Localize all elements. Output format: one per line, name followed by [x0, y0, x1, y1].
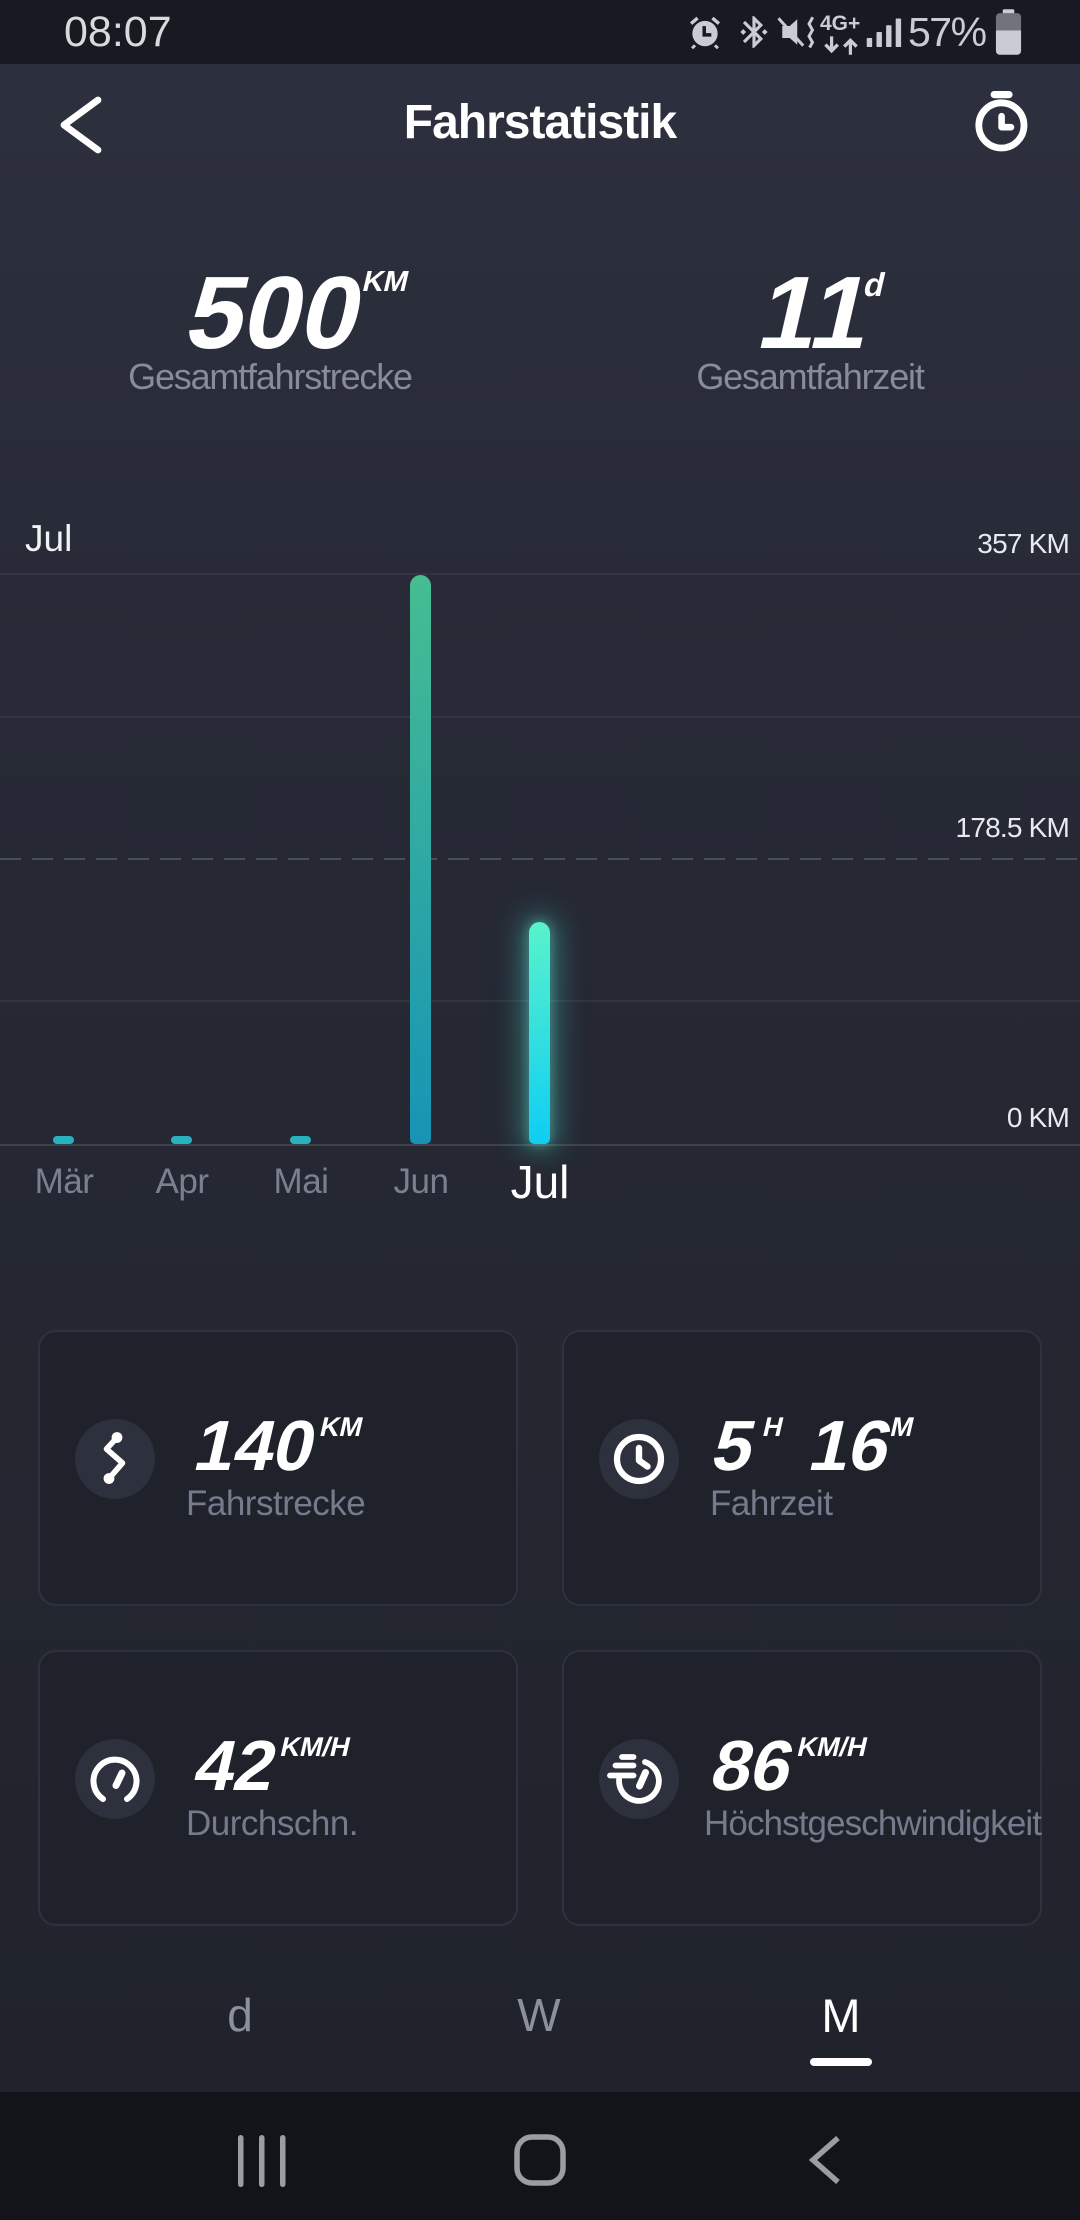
svg-text:4G+: 4G+ — [820, 12, 860, 35]
